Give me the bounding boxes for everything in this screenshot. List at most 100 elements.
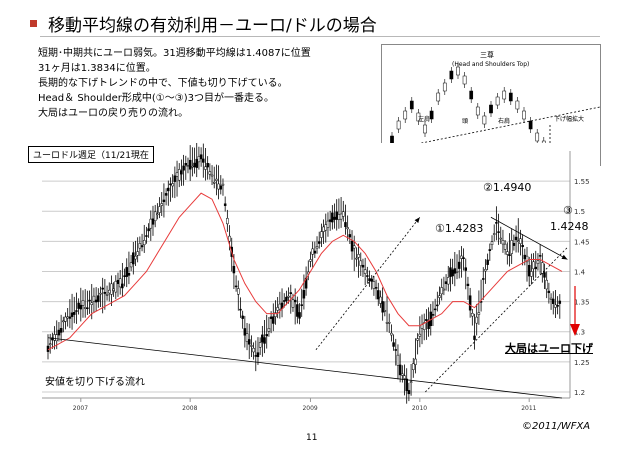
- description-block: 短期･中期共にユーロ弱気。31週移動平均線は1.4087に位置 31ヶ月は1.3…: [38, 46, 383, 121]
- candle-body: [418, 333, 422, 337]
- candle-body: [110, 283, 113, 295]
- candle-body: [355, 257, 358, 260]
- inset-candle-body: [462, 75, 467, 85]
- candle-body: [134, 255, 137, 260]
- description-line: 大局はユーロの戻り売りの流れ。: [38, 108, 189, 119]
- candle-body: [350, 240, 354, 252]
- candle-body: [53, 334, 56, 341]
- candle-body: [385, 322, 389, 324]
- candle-body: [536, 260, 540, 264]
- candle-body: [468, 295, 472, 311]
- candle-body: [372, 281, 376, 289]
- candle-body: [534, 266, 538, 270]
- candle-body: [77, 302, 80, 309]
- candle-body: [403, 375, 406, 379]
- candle-body: [206, 162, 209, 168]
- candle-body: [396, 354, 400, 366]
- candle-body: [558, 300, 562, 304]
- candle-body: [549, 297, 553, 300]
- candle-body: [215, 178, 218, 181]
- candle-body: [46, 345, 50, 352]
- candle-body: [114, 281, 118, 293]
- candle-body: [486, 259, 489, 265]
- inset-candle-body: [436, 92, 441, 102]
- slide-title: 移動平均線の有効利用－ユーロ/ドルの場合: [48, 16, 377, 36]
- chart-caption: ユーロドル週足（11/21現在: [28, 146, 154, 163]
- y-tick-label: 1.55: [574, 178, 590, 186]
- candle-body: [156, 213, 159, 216]
- candle-body: [169, 183, 172, 186]
- inset-candle-body: [456, 66, 460, 76]
- candle-body: [269, 316, 273, 319]
- candle-body: [191, 165, 194, 168]
- candle-body: [512, 242, 516, 246]
- candle-body: [55, 334, 58, 342]
- candle-body: [252, 347, 255, 353]
- candle-body: [530, 271, 533, 277]
- candle-body: [241, 315, 244, 319]
- candle-body: [195, 158, 198, 168]
- candle-body: [136, 251, 139, 256]
- candle-body: [490, 241, 494, 245]
- candle-body: [488, 249, 492, 251]
- candle-body: [554, 304, 557, 308]
- candle-body: [171, 183, 174, 187]
- candle-body: [149, 218, 153, 229]
- arrow-head-icon: [570, 324, 580, 336]
- candle-body: [193, 162, 196, 168]
- candle-body: [132, 252, 135, 265]
- candle-body: [232, 265, 236, 274]
- candle-body: [453, 268, 457, 274]
- candle-body: [473, 335, 476, 340]
- candle-body: [457, 261, 461, 269]
- candle-body: [484, 269, 487, 272]
- candle-body: [545, 279, 548, 290]
- candle-body: [258, 342, 262, 348]
- candle-body: [514, 236, 518, 241]
- moving-average-line: [47, 192, 563, 351]
- candle-body: [444, 281, 448, 285]
- candle-body: [333, 216, 336, 220]
- candle-body: [210, 174, 214, 177]
- description-line: Head＆ Shoulder形成中(①～③)3つ目が一番走る。: [38, 93, 274, 104]
- annotation-peak-3-value: 1.4248: [550, 220, 589, 233]
- candle-body: [116, 279, 120, 284]
- candle-body: [223, 203, 227, 206]
- inset-left-label: 左肩: [418, 115, 430, 123]
- candle-body: [88, 299, 91, 302]
- candle-body: [506, 251, 509, 255]
- candle-body: [177, 169, 181, 181]
- description-line: 短期･中期共にユーロ弱気。31週移動平均線は1.4087に位置: [38, 48, 311, 59]
- candle-body: [495, 222, 498, 224]
- candle-body: [475, 316, 478, 324]
- candle-body: [532, 261, 535, 270]
- candle-body: [357, 254, 360, 258]
- candle-body: [158, 206, 161, 213]
- candle-body: [121, 283, 124, 289]
- inset-candle-body: [475, 106, 480, 116]
- x-tick-label: 2007: [73, 405, 88, 412]
- candle-body: [81, 300, 85, 306]
- candle-body: [265, 334, 268, 337]
- inset-candle-body: [409, 100, 414, 110]
- candle-body: [173, 175, 177, 182]
- candle-body: [433, 308, 437, 311]
- candle-body: [508, 254, 511, 256]
- candle-body: [442, 288, 446, 291]
- candle-body: [431, 314, 435, 316]
- candle-body: [197, 156, 201, 163]
- candle-body: [250, 345, 253, 347]
- candle-body: [274, 312, 277, 317]
- candle-body: [237, 288, 240, 295]
- candle-body: [256, 352, 260, 357]
- candle-body: [140, 245, 144, 248]
- candle-body: [510, 240, 513, 254]
- candle-body: [449, 267, 452, 277]
- candle-body: [501, 240, 505, 245]
- candle-body: [208, 171, 212, 175]
- candle-body: [228, 235, 231, 242]
- candle-body: [394, 349, 398, 351]
- candle-body: [123, 275, 126, 277]
- candle-body: [276, 307, 279, 311]
- inset-title: 三尊: [480, 50, 494, 59]
